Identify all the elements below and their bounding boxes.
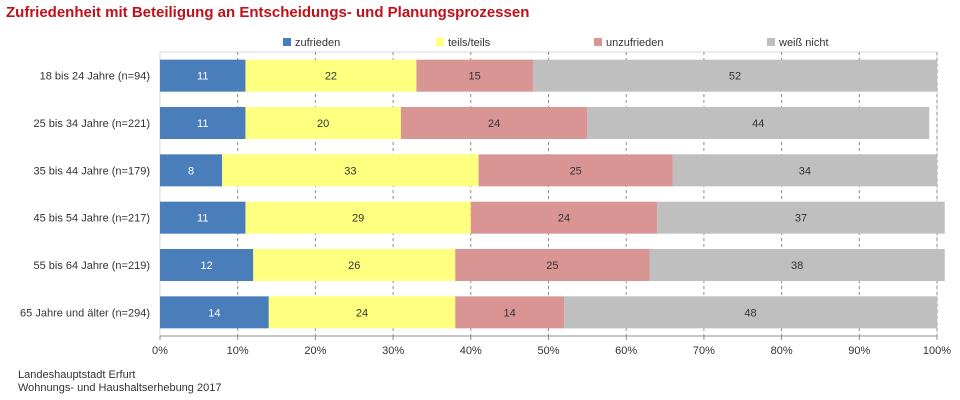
data-label-unzufrieden: 25	[570, 165, 582, 177]
bar-zufrieden	[160, 107, 246, 139]
bar-unzufrieden	[416, 59, 533, 92]
data-label-teils-teils: 26	[348, 260, 360, 272]
data-label-teils-teils: 22	[325, 71, 337, 83]
bar-zufrieden	[160, 296, 269, 329]
bar-unzufrieden	[455, 249, 650, 281]
data-label-weiss-nicht: 38	[791, 260, 803, 272]
x-tick-label: 90%	[848, 345, 870, 357]
x-tick-label: 70%	[693, 345, 715, 357]
bar-teils-teils	[268, 296, 456, 329]
data-label-unzufrieden: 14	[504, 307, 516, 319]
x-tick-label: 80%	[771, 345, 793, 357]
bar-teils-teils	[245, 59, 417, 92]
bar-unzufrieden	[470, 201, 658, 234]
bar-weiss-nicht	[532, 59, 937, 92]
x-tick-label: 40%	[460, 345, 482, 357]
data-label-weiss-nicht: 52	[729, 71, 741, 83]
bar-weiss-nicht	[649, 249, 945, 281]
category-label: 55 bis 64 Jahre (n=219)	[34, 260, 151, 272]
source-line-1: Landeshauptstadt Erfurt	[18, 369, 136, 381]
data-label-weiss-nicht: 48	[744, 307, 756, 319]
data-label-unzufrieden: 15	[469, 71, 481, 83]
bar-unzufrieden	[478, 154, 673, 187]
data-label-weiss-nicht: 44	[752, 118, 764, 130]
bar-weiss-nicht	[672, 154, 937, 187]
data-label-zufrieden: 11	[197, 118, 208, 130]
data-label-teils-teils: 33	[344, 165, 356, 177]
data-label-unzufrieden: 25	[546, 260, 558, 272]
x-tick-label: 30%	[382, 345, 404, 357]
source-line-2: Wohnungs- und Haushaltserhebung 2017	[18, 382, 222, 394]
category-label: 65 Jahre und älter (n=294)	[20, 307, 150, 319]
x-tick-label: 10%	[227, 345, 249, 357]
data-label-weiss-nicht: 34	[799, 165, 811, 177]
data-label-weiss-nicht: 37	[795, 213, 807, 225]
data-label-zufrieden: 14	[208, 307, 220, 319]
legend-swatch-unzufrieden	[594, 38, 602, 46]
category-label: 35 bis 44 Jahre (n=179)	[34, 165, 151, 177]
bar-weiss-nicht	[564, 296, 937, 329]
category-label: 18 bis 24 Jahre (n=94)	[40, 71, 150, 83]
data-label-teils-teils: 20	[317, 118, 329, 130]
bar-unzufrieden	[455, 296, 565, 329]
bar-teils-teils	[222, 154, 479, 187]
bar-teils-teils	[245, 107, 401, 139]
bar-unzufrieden	[400, 107, 588, 139]
bar-zufrieden	[160, 59, 246, 92]
bar-teils-teils	[253, 249, 456, 281]
legend-swatch-weiss-nicht	[767, 38, 775, 46]
legend-label-weiss-nicht: weiß nicht	[778, 37, 829, 49]
category-label: 25 bis 34 Jahre (n=221)	[34, 118, 151, 130]
data-label-teils-teils: 29	[352, 213, 364, 225]
legend-label-teils-teils: teils/teils	[448, 37, 491, 49]
x-tick-label: 50%	[537, 345, 559, 357]
x-tick-label: 60%	[615, 345, 637, 357]
data-label-zufrieden: 8	[188, 165, 194, 177]
bar-weiss-nicht	[587, 107, 930, 139]
data-label-unzufrieden: 24	[558, 213, 570, 225]
x-tick-label: 20%	[304, 345, 326, 357]
legend-label-unzufrieden: unzufrieden	[606, 37, 664, 49]
data-label-zufrieden: 11	[197, 71, 208, 83]
legend-swatch-zufrieden	[283, 38, 291, 46]
bar-teils-teils	[245, 201, 471, 234]
legend-swatch-teils-teils	[436, 38, 444, 46]
legend-label-zufrieden: zufrieden	[295, 37, 340, 49]
category-label: 45 bis 54 Jahre (n=217)	[34, 213, 151, 225]
bar-zufrieden	[160, 154, 223, 187]
source-note: Landeshauptstadt Erfurt Wohnungs- und Ha…	[18, 369, 221, 395]
bar-weiss-nicht	[657, 201, 945, 234]
x-tick-label: 0%	[152, 345, 168, 357]
data-label-zufrieden: 12	[200, 260, 212, 272]
data-label-unzufrieden: 24	[488, 118, 500, 130]
data-label-zufrieden: 11	[197, 213, 208, 225]
data-label-teils-teils: 24	[356, 307, 368, 319]
bar-zufrieden	[160, 249, 254, 281]
x-tick-label: 100%	[923, 345, 951, 357]
chart-title: Zufriedenheit mit Beteiligung an Entsche…	[6, 4, 530, 21]
bar-zufrieden	[160, 201, 246, 234]
